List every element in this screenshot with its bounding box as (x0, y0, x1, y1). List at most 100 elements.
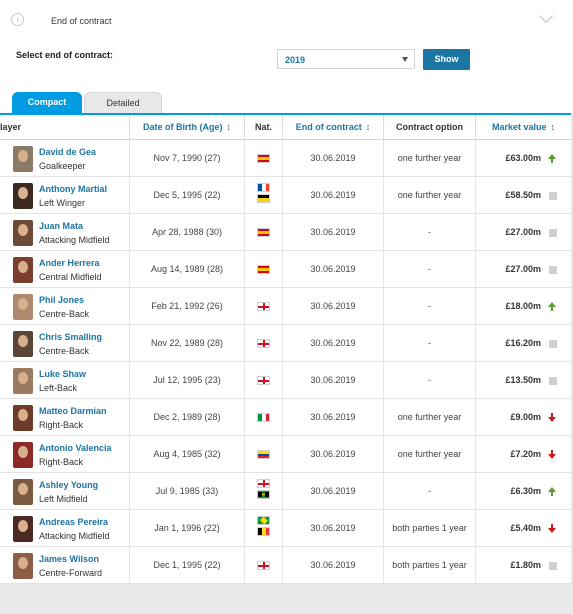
end-of-contract-cell: 30.06.2019 (282, 214, 383, 251)
player-name-link[interactable]: Antonio Valencia (39, 443, 112, 453)
nationality-cell (244, 140, 282, 177)
table-row: David de Gea Goalkeeper Nov 7, 1990 (27) 30… (0, 140, 571, 177)
player-position: Left Winger (39, 198, 86, 208)
nationality-cell (244, 214, 282, 251)
table-row: Juan Mata Attacking Midfield Apr 28, 1988 … (0, 214, 571, 251)
player-cell: James Wilson Centre-Forward (0, 547, 129, 584)
market-value[interactable]: £27.00m (505, 264, 541, 274)
end-of-contract-cell: 30.06.2019 (282, 140, 383, 177)
market-value[interactable]: £5.40m (510, 523, 541, 533)
end-of-contract-cell: 30.06.2019 (282, 510, 383, 547)
avatar[interactable] (13, 146, 33, 172)
avatar[interactable] (13, 257, 33, 283)
chevron-down-icon[interactable] (538, 8, 554, 24)
player-name-link[interactable]: Ander Herrera (39, 258, 100, 268)
player-cell: Juan Mata Attacking Midfield (0, 214, 129, 251)
flag-england-icon (257, 479, 270, 488)
flag-ecuador-icon (257, 450, 270, 459)
end-of-contract-cell: 30.06.2019 (282, 473, 383, 510)
contract-option-cell: - (383, 251, 475, 288)
player-cell: David de Gea Goalkeeper (0, 140, 129, 177)
market-value-cell: £16.20m (475, 325, 571, 362)
player-cell: Luke Shaw Left-Back (0, 362, 129, 399)
market-value[interactable]: £16.20m (505, 338, 541, 348)
dob-cell: Aug 4, 1985 (32) (129, 436, 244, 473)
end-of-contract-cell: 30.06.2019 (282, 251, 383, 288)
tab-detailed[interactable]: Detailed (84, 92, 162, 114)
market-value-cell: £1.80m (475, 547, 571, 584)
avatar[interactable] (13, 405, 33, 431)
dob-cell: Dec 5, 1995 (22) (129, 177, 244, 214)
contract-option-cell: one further year (383, 177, 475, 214)
market-value[interactable]: £6.30m (510, 486, 541, 496)
player-name-link[interactable]: David de Gea (39, 147, 97, 157)
player-name-link[interactable]: Juan Mata (39, 221, 84, 231)
avatar[interactable] (13, 479, 33, 505)
col-header-end-of-contract[interactable]: End of contract ↕ (282, 115, 383, 141)
avatar[interactable] (13, 294, 33, 320)
player-name-link[interactable]: Ashley Young (39, 480, 99, 490)
dob-cell: Dec 1, 1995 (22) (129, 547, 244, 584)
player-position: Right-Back (39, 457, 84, 467)
nationality-cell (244, 399, 282, 436)
player-name-link[interactable]: Phil Jones (39, 295, 85, 305)
col-header-market-value[interactable]: Market value ↕ (475, 115, 571, 141)
end-of-contract-cell: 30.06.2019 (282, 288, 383, 325)
market-value-cell: £13.50m (475, 362, 571, 399)
market-value[interactable]: £9.00m (510, 412, 541, 422)
trend-up-icon (548, 302, 557, 311)
sort-icon: ↕ (550, 122, 556, 132)
nationality-cell (244, 473, 282, 510)
avatar[interactable] (13, 442, 33, 468)
avatar[interactable] (13, 331, 33, 357)
market-value[interactable]: £13.50m (505, 375, 541, 385)
trend-same-icon (549, 192, 557, 200)
dob-cell: Dec 2, 1989 (28) (129, 399, 244, 436)
end-of-contract-cell: 30.06.2019 (282, 362, 383, 399)
market-value-cell: £7.20m (475, 436, 571, 473)
market-value[interactable]: £63.00m (505, 153, 541, 163)
player-cell: Chris Smalling Centre-Back (0, 325, 129, 362)
market-value[interactable]: £1.80m (510, 560, 541, 570)
flag-guadeloupe-icon (257, 194, 270, 203)
market-value[interactable]: £58.50m (505, 190, 541, 200)
end-of-contract-cell: 30.06.2019 (282, 399, 383, 436)
market-value-cell: £58.50m (475, 177, 571, 214)
nationality-cell (244, 325, 282, 362)
trend-same-icon (549, 266, 557, 274)
contract-option-cell: both parties 1 year (383, 547, 475, 584)
col-header-contract-option: Contract option (383, 115, 475, 141)
contract-option-cell: - (383, 214, 475, 251)
avatar[interactable] (13, 516, 33, 542)
dob-cell: Aug 14, 1989 (28) (129, 251, 244, 288)
market-value[interactable]: £18.00m (505, 301, 541, 311)
player-name-link[interactable]: Anthony Martial (39, 184, 108, 194)
contract-option-cell: - (383, 288, 475, 325)
filter-label: Select end of contract: (16, 50, 114, 60)
market-value[interactable]: £27.00m (505, 227, 541, 237)
player-name-link[interactable]: Chris Smalling (39, 332, 103, 342)
caret-down-icon (402, 57, 408, 62)
contract-year-select[interactable]: 2019 (277, 49, 415, 69)
trend-down-icon (548, 413, 557, 422)
player-name-link[interactable]: Matteo Darmian (39, 406, 107, 416)
table-row: Antonio Valencia Right-Back Aug 4, 1985 (3… (0, 436, 571, 473)
avatar[interactable] (13, 553, 33, 579)
tab-compact[interactable]: Compact (12, 92, 82, 114)
avatar[interactable] (13, 368, 33, 394)
player-name-link[interactable]: Andreas Pereira (39, 517, 109, 527)
avatar[interactable] (13, 220, 33, 246)
avatar[interactable] (13, 183, 33, 209)
col-header-dob[interactable]: Date of Birth (Age) ↕ (129, 115, 244, 141)
market-value[interactable]: £7.20m (510, 449, 541, 459)
dob-cell: Nov 7, 1990 (27) (129, 140, 244, 177)
market-value-cell: £9.00m (475, 399, 571, 436)
trend-same-icon (549, 562, 557, 570)
section-header: i End of contract (0, 0, 573, 40)
end-of-contract-cell: 30.06.2019 (282, 325, 383, 362)
show-button[interactable]: Show (423, 49, 470, 70)
table-row: Phil Jones Centre-Back Feb 21, 1992 (26) 30… (0, 288, 571, 325)
player-name-link[interactable]: James Wilson (39, 554, 99, 564)
contract-option-cell: - (383, 325, 475, 362)
player-name-link[interactable]: Luke Shaw (39, 369, 87, 379)
